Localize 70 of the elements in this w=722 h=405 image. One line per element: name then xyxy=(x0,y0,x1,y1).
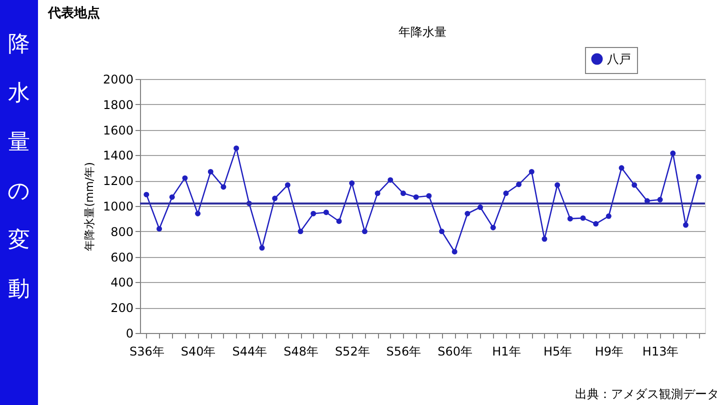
point xyxy=(593,221,599,227)
x-tick-label: H13年 xyxy=(642,344,679,358)
point xyxy=(259,245,265,251)
y-tick-label: 1200 xyxy=(102,174,134,188)
point xyxy=(182,175,188,181)
point xyxy=(696,174,702,180)
point xyxy=(490,224,496,230)
point xyxy=(413,194,419,200)
x-tick-label: S36年 xyxy=(129,344,164,358)
point xyxy=(464,210,470,216)
chart-title: 年降水量 xyxy=(398,25,446,39)
point xyxy=(234,145,240,151)
y-tick-label: 600 xyxy=(110,250,134,264)
x-tick-label: S44年 xyxy=(232,344,268,358)
legend-label: 八戸 xyxy=(607,52,631,66)
point xyxy=(298,228,304,234)
point xyxy=(156,226,162,232)
point xyxy=(452,248,458,254)
point xyxy=(374,190,380,196)
x-tick-label: S60年 xyxy=(438,344,473,358)
point xyxy=(606,213,612,219)
text: 代表地点 xyxy=(47,5,100,21)
source-note: 出典：アメダス観測データ xyxy=(575,387,719,401)
y-tick-label: 1600 xyxy=(102,123,134,138)
point xyxy=(144,192,150,198)
x-tick-label: S56年 xyxy=(386,344,422,358)
point xyxy=(272,196,278,202)
point xyxy=(670,150,676,156)
point xyxy=(400,190,406,196)
point xyxy=(439,228,444,234)
point xyxy=(388,177,394,183)
x-tick-label: H1年 xyxy=(492,344,521,358)
point xyxy=(683,222,688,228)
point xyxy=(632,182,638,188)
x-tick-label: S40年 xyxy=(180,344,216,358)
x-tick-label: H5年 xyxy=(543,344,572,358)
x-tick-label: S48年 xyxy=(284,344,318,358)
point xyxy=(195,210,201,216)
point xyxy=(220,184,226,190)
point xyxy=(169,194,175,200)
point xyxy=(208,168,214,174)
point xyxy=(478,204,484,210)
point xyxy=(567,216,573,222)
y-tick-label: 400 xyxy=(110,276,134,290)
y-tick-label: 0 xyxy=(126,326,134,340)
y-tick-label: 1800 xyxy=(102,98,134,112)
y-tick-label: 1000 xyxy=(102,200,134,214)
point xyxy=(657,196,663,202)
text: 降水量の変動 xyxy=(8,32,30,302)
y-tick-label: 2000 xyxy=(102,72,134,86)
x-tick-label: H9年 xyxy=(594,344,624,358)
point xyxy=(542,236,548,242)
point xyxy=(426,193,432,199)
point xyxy=(528,168,534,174)
y-tick-label: 1400 xyxy=(102,148,134,163)
point xyxy=(618,165,624,171)
point xyxy=(554,182,560,188)
y-tick-label: 200 xyxy=(110,301,134,316)
point xyxy=(349,180,355,186)
y-tick-label: 800 xyxy=(110,224,134,239)
point xyxy=(362,228,368,234)
y-axis-title: 年降水量(mm/年) xyxy=(82,162,96,251)
point xyxy=(503,190,509,196)
x-tick-label: S52年 xyxy=(334,344,370,358)
point xyxy=(516,182,522,188)
point xyxy=(284,182,290,188)
point xyxy=(323,210,329,216)
point xyxy=(580,215,586,221)
point xyxy=(310,210,316,216)
point xyxy=(336,218,342,224)
